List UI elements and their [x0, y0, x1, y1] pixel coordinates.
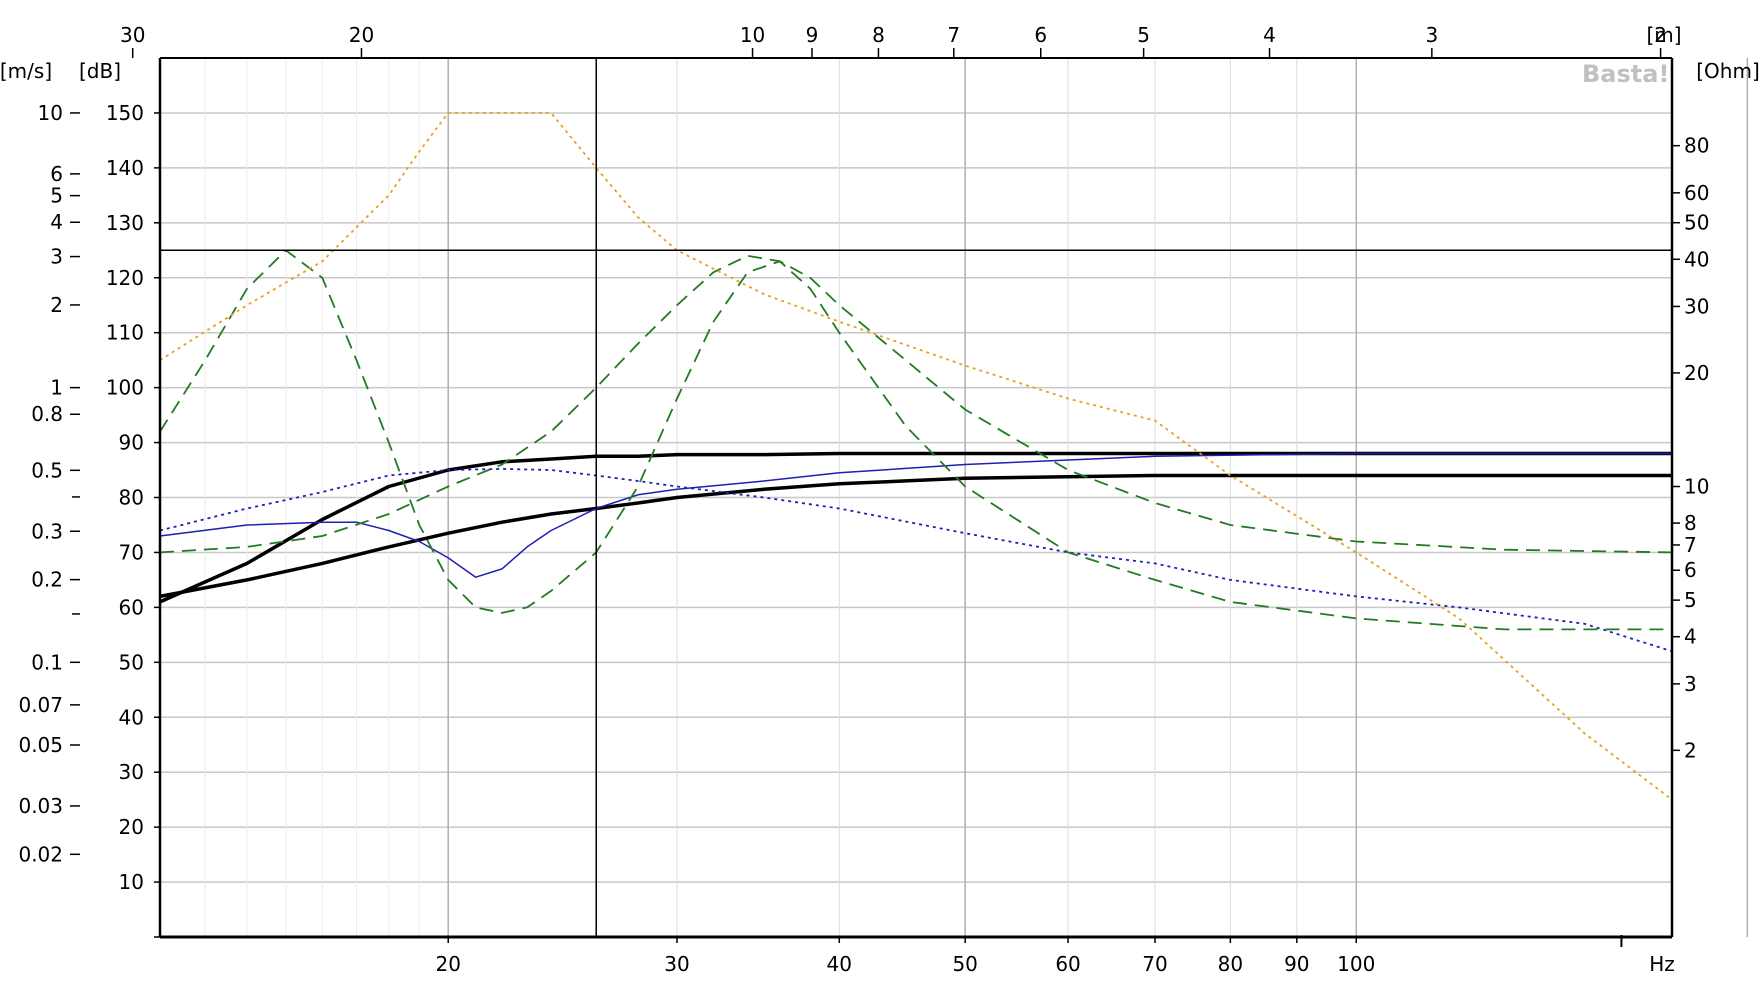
- series-line-4: [159, 468, 1673, 653]
- x-tick-label: 60: [1055, 952, 1080, 976]
- velocity-tick-label: 3: [50, 245, 63, 269]
- velocity-tick-label: 1: [50, 376, 63, 400]
- x-tick-label: 20: [435, 952, 460, 976]
- impedance-tick-label: 60: [1684, 181, 1709, 205]
- top-tick-label: 4: [1263, 23, 1276, 47]
- impedance-tick-label: 8: [1684, 511, 1697, 535]
- impedance-tick-label: 2: [1684, 738, 1697, 762]
- db-tick-label: 30: [119, 760, 144, 784]
- series-line-2: [159, 473, 1672, 599]
- db-tick-label: 80: [119, 486, 144, 510]
- db-tick-label: 140: [106, 156, 144, 180]
- impedance-tick-label: 30: [1684, 294, 1709, 318]
- top-tick-label: 10: [740, 23, 765, 47]
- velocity-tick-label: 0.02: [18, 842, 63, 866]
- top-tick-label: 20: [349, 23, 374, 47]
- top-tick-label: 7: [947, 23, 960, 47]
- velocity-tick-label: 0.8: [31, 402, 63, 426]
- x-tick-label: 70: [1142, 952, 1167, 976]
- impedance-tick-label: 5: [1684, 588, 1697, 612]
- impedance-tick-label: 40: [1684, 247, 1709, 271]
- velocity-tick-label: 0.5: [31, 458, 63, 482]
- velocity-tick-label: 0.05: [18, 733, 63, 757]
- x-unit-label: Hz: [1649, 952, 1675, 976]
- velocity-tick-label: 0.1: [31, 650, 63, 674]
- x-tick-label: 40: [827, 952, 852, 976]
- series-line-5: [159, 249, 1672, 631]
- impedance-tick-label: 4: [1684, 625, 1697, 649]
- top-tick-label: 5: [1137, 23, 1150, 47]
- velocity-tick-label: 6: [50, 162, 63, 186]
- db-tick-label: 120: [106, 266, 144, 290]
- velocity-tick-label: 0.03: [18, 794, 63, 818]
- series-line-6: [159, 254, 1673, 554]
- db-unit-label: [dB]: [79, 59, 121, 83]
- top-tick-label: 3: [1425, 23, 1438, 47]
- velocity-tick-label: 2: [50, 293, 63, 317]
- db-tick-label: 110: [106, 321, 144, 345]
- top-tick-label: 9: [806, 23, 819, 47]
- top-tick-label: 2: [1654, 23, 1667, 47]
- top-tick-label: 8: [872, 23, 885, 47]
- impedance-tick-label: 3: [1684, 672, 1697, 696]
- db-tick-label: 70: [119, 540, 144, 564]
- x-tick-label: 30: [664, 952, 689, 976]
- impedance-tick-label: 7: [1684, 533, 1697, 557]
- db-tick-label: 150: [106, 101, 144, 125]
- axes-layer: [70, 48, 1680, 947]
- grid-layer: [160, 58, 1749, 937]
- velocity-tick-label: 4: [50, 210, 63, 234]
- db-tick-label: 130: [106, 211, 144, 235]
- x-tick-label: 100: [1337, 952, 1375, 976]
- impedance-tick-label: 80: [1684, 134, 1709, 158]
- db-tick-label: 40: [119, 705, 144, 729]
- top-unit-label: [m]: [1646, 23, 1681, 47]
- db-tick-label: 50: [119, 650, 144, 674]
- db-tick-label: 10: [119, 870, 144, 894]
- db-tick-label: 60: [119, 595, 144, 619]
- top-tick-label: 30: [120, 23, 145, 47]
- brand-watermark: Basta!: [1582, 60, 1669, 88]
- velocity-tick-label: 0.3: [31, 519, 63, 543]
- velocity-tick-label: 0.2: [31, 568, 63, 592]
- impedance-tick-label: 50: [1684, 211, 1709, 235]
- x-tick-label: 80: [1218, 952, 1243, 976]
- impedance-unit-label: [Ohm]: [1696, 59, 1760, 83]
- impedance-tick-label: 10: [1684, 475, 1709, 499]
- db-tick-label: 90: [119, 431, 144, 455]
- velocity-tick-label: 10: [38, 101, 63, 125]
- velocity-tick-label: 5: [50, 184, 63, 208]
- series-line-1: [159, 451, 1672, 604]
- x-tick-label: 90: [1284, 952, 1309, 976]
- x-tick-label: 50: [952, 952, 977, 976]
- series-layer: [159, 112, 1673, 801]
- db-tick-label: 100: [106, 376, 144, 400]
- series-line-7: [159, 112, 1673, 801]
- velocity-tick-label: 0.07: [18, 693, 63, 717]
- velocity-unit-label: [m/s]: [0, 59, 52, 83]
- impedance-tick-label: 6: [1684, 558, 1697, 582]
- db-tick-label: 20: [119, 815, 144, 839]
- impedance-tick-label: 20: [1684, 361, 1709, 385]
- top-tick-label: 6: [1034, 23, 1047, 47]
